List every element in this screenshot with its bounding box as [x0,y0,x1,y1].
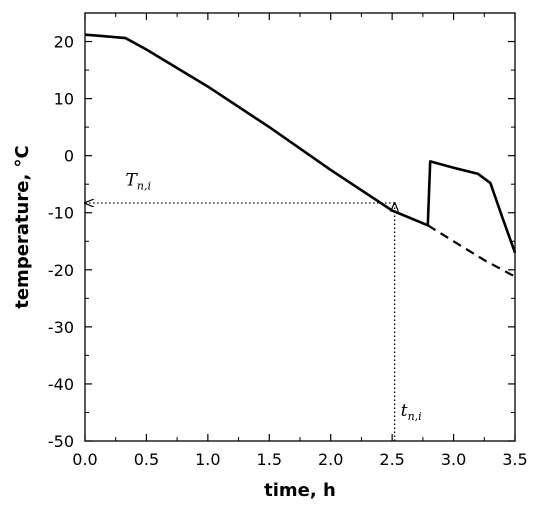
data-series [84,33,517,278]
y-tick-label: 0 [64,147,74,166]
x-tick-label: 1.5 [257,450,282,469]
y-tick-label: -30 [48,318,74,337]
dashed-extrapolation-line [427,224,516,278]
y-tick-label: -20 [48,261,74,280]
plot-frame [84,12,516,442]
annotation-label-T: Tn,i [126,170,151,192]
annotation-label-t: tn,i [401,401,422,423]
x-axis-title: time, h [264,480,336,501]
x-tick-label: 3.5 [502,450,527,469]
x-tick-label: 2.5 [379,450,404,469]
annotations: Tn,i tn,i [85,170,422,441]
x-tick-label: 1.0 [195,450,220,469]
axis-tick-labels: 0.0 0.5 1.0 1.5 2.0 2.5 3.0 3.5 20 10 0 -10 -20 -30 -4… [48,33,528,469]
temperature-curve [84,33,517,254]
y-tick-label: -10 [48,204,74,223]
y-tick-label: 20 [54,33,74,52]
y-tick-label: -50 [48,432,74,451]
x-tick-label: 2.0 [318,450,343,469]
y-axis-title: temperature, °C [12,145,33,309]
x-tick-label: 0.5 [134,450,159,469]
y-tick-label: -40 [48,375,74,394]
y-tick-label: 10 [54,90,74,109]
x-tick-label: 0.0 [72,450,97,469]
x-tick-label: 3.0 [441,450,466,469]
axis-ticks [84,13,516,442]
